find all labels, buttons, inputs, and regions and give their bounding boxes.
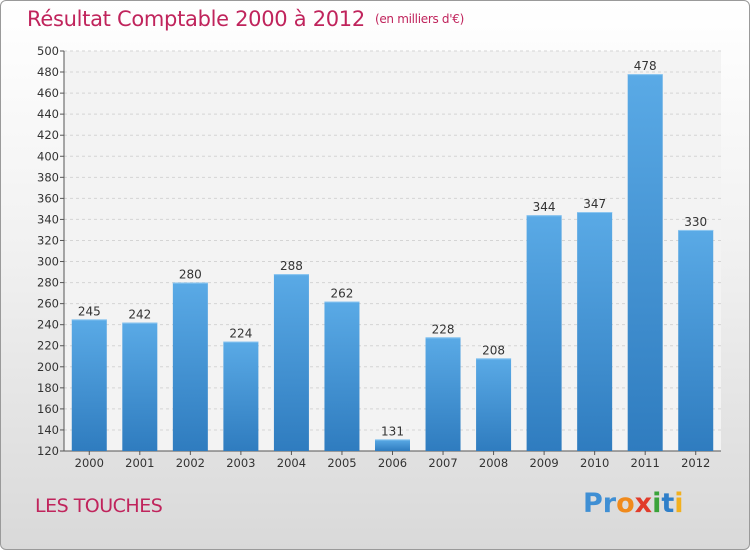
bar — [71, 319, 107, 451]
place-name: LES TOUCHES — [35, 495, 163, 517]
logo-part: x — [634, 488, 653, 519]
chart-title: Résultat Comptable 2000 à 2012 (en millie… — [27, 7, 464, 31]
bar — [425, 337, 461, 451]
chart-unit: (en milliers d'€) — [374, 12, 464, 26]
proxiti-logo: Proxiti — [583, 488, 684, 519]
bar-value-label: 131 — [381, 424, 404, 438]
y-tick-label: 120 — [37, 444, 59, 458]
logo-part: i — [674, 488, 684, 519]
bar-value-label: 344 — [533, 200, 556, 214]
y-tick-label: 300 — [37, 255, 59, 269]
logo-part: Pr — [583, 488, 617, 519]
y-tick-label: 360 — [37, 191, 59, 205]
bar — [476, 358, 512, 451]
bar — [375, 439, 410, 451]
y-tick-label: 400 — [37, 149, 59, 163]
x-tick-label: 2000 — [75, 456, 104, 470]
y-tick-label: 460 — [37, 86, 59, 100]
plot-area — [64, 51, 721, 451]
bar-value-label: 242 — [128, 308, 151, 322]
x-tick-label: 2010 — [580, 456, 609, 470]
y-tick-label: 280 — [37, 276, 59, 290]
x-tick-label: 2007 — [428, 456, 457, 470]
x-tick-label: 2004 — [277, 456, 306, 470]
x-tick-label: 2009 — [529, 456, 558, 470]
bar-value-label: 478 — [634, 59, 657, 73]
bar — [526, 215, 562, 451]
bar-value-label: 288 — [280, 259, 303, 273]
bar — [122, 322, 158, 451]
logo-part: i — [652, 488, 662, 519]
bar — [627, 74, 663, 451]
x-tick-label: 2012 — [681, 456, 710, 470]
x-tick-label: 2002 — [176, 456, 205, 470]
logo-part: o — [616, 488, 635, 519]
chart-title-text: Résultat Comptable 2000 à 2012 — [27, 7, 365, 31]
bar-value-label: 208 — [482, 343, 505, 357]
y-tick-label: 140 — [37, 423, 59, 437]
y-tick-label: 340 — [37, 212, 59, 226]
x-tick-label: 2008 — [479, 456, 508, 470]
y-tick-label: 380 — [37, 170, 59, 184]
bar — [324, 301, 360, 451]
y-tick-label: 320 — [37, 233, 59, 247]
x-tick-label: 2003 — [226, 456, 255, 470]
bar-value-label: 245 — [78, 304, 101, 318]
x-tick-label: 2006 — [378, 456, 407, 470]
x-tick-label: 2005 — [327, 456, 356, 470]
y-tick-label: 420 — [37, 128, 59, 142]
bar — [172, 282, 208, 451]
y-tick-label: 180 — [37, 381, 59, 395]
y-tick-label: 500 — [37, 44, 59, 58]
bar-value-label: 262 — [331, 287, 354, 301]
x-tick-label: 2011 — [631, 456, 660, 470]
y-tick-label: 440 — [37, 107, 59, 121]
y-tick-label: 220 — [37, 339, 59, 353]
bar-value-label: 330 — [684, 215, 707, 229]
x-tick-label: 2001 — [125, 456, 154, 470]
y-tick-label: 200 — [37, 360, 59, 374]
bar — [577, 212, 613, 451]
y-tick-label: 160 — [37, 402, 59, 416]
bar — [223, 341, 259, 451]
bar-value-label: 224 — [229, 327, 252, 341]
bar-value-label: 228 — [432, 322, 455, 336]
bar-value-label: 280 — [179, 268, 202, 282]
y-tick-label: 240 — [37, 318, 59, 332]
y-tick-label: 260 — [37, 297, 59, 311]
y-tick-label: 480 — [37, 65, 59, 79]
bar-value-label: 347 — [583, 197, 606, 211]
logo-part: t — [661, 488, 675, 519]
bar — [678, 229, 714, 451]
bar — [273, 274, 309, 451]
